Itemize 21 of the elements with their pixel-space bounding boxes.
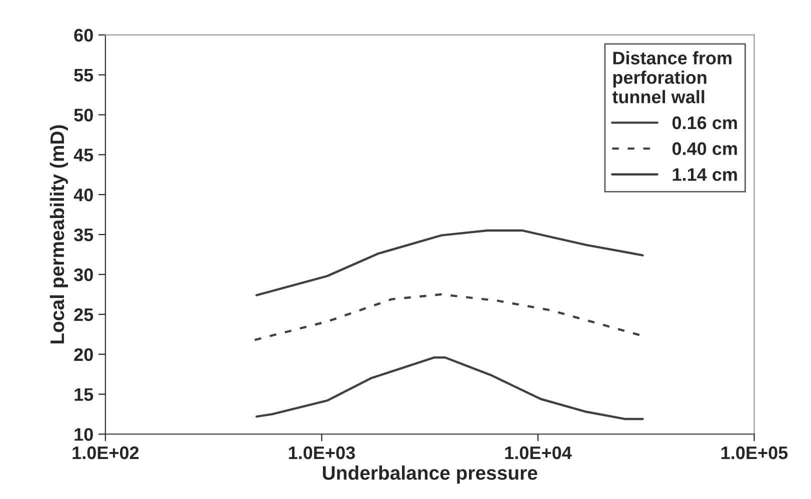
y-tick-label: 55 [74, 68, 94, 82]
y-tick-label: 15 [74, 388, 94, 401]
y-tick-label: 30 [74, 268, 93, 282]
y-tick-label: 40 [74, 188, 93, 202]
x-tick-label: 1.0E+04 [505, 446, 572, 460]
x-axis-title: Underbalance pressure [322, 466, 538, 484]
y-tick-label: 35 [74, 228, 94, 242]
y-tick-label: 60 [74, 28, 93, 42]
y-tick-label: 20 [74, 348, 93, 362]
x-tick-label: 1.0E+05 [721, 446, 788, 460]
y-tick-label: 50 [74, 108, 93, 122]
x-tick-label: 1.0E+02 [72, 446, 139, 460]
legend-label: 0.16 cm [672, 116, 737, 130]
legend-label: 0.40 cm [672, 142, 737, 156]
y-tick-label: 45 [74, 148, 94, 162]
legend-label: 1.14 cm [672, 168, 737, 181]
y-tick-label: 10 [74, 428, 93, 441]
legend-title: Distance from perforation tunnel wall [612, 51, 732, 104]
x-tick-label: 1.0E+03 [288, 446, 355, 460]
y-axis-title: Local permeability (mD) [50, 125, 68, 344]
y-tick-label: 25 [74, 308, 94, 322]
